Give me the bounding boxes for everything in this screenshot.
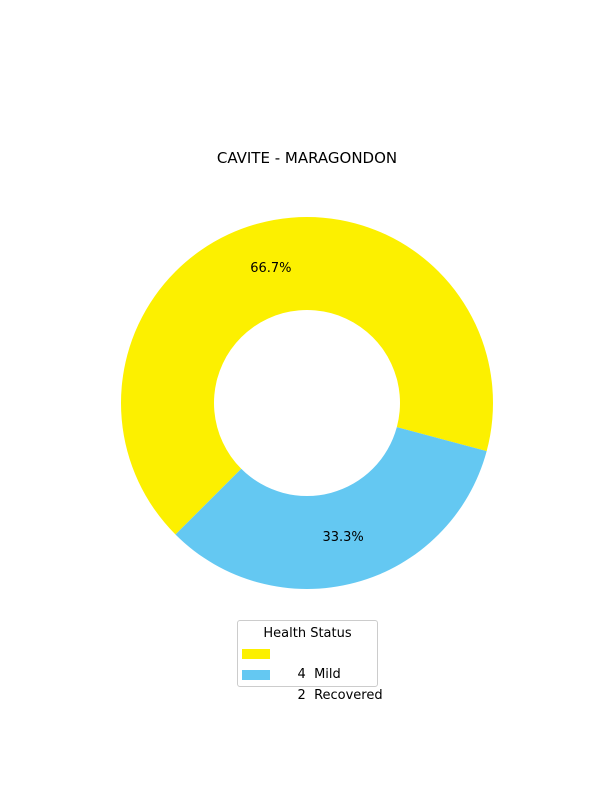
legend-item-mild: 4 Mild — [238, 643, 377, 682]
legend: Health Status 4 Mild 2 Recovered — [237, 620, 383, 703]
legend-item-recovered: 2 Recovered — [238, 664, 383, 703]
chart-title: CAVITE - MARAGONDON — [217, 149, 397, 167]
percent-labels: 66.7% 33.3% — [250, 261, 364, 545]
legend-swatch-recovered — [242, 670, 270, 680]
percent-label-recovered: 33.3% — [322, 530, 363, 545]
percent-label-mild: 66.7% — [250, 261, 291, 276]
slice-mild — [121, 216, 494, 535]
donut-slices — [121, 216, 494, 589]
legend-title: Health Status — [263, 626, 352, 641]
legend-label-mild: 4 Mild — [297, 667, 341, 682]
legend-swatch-mild — [242, 649, 270, 659]
slice-recovered — [175, 427, 487, 589]
legend-label-recovered: 2 Recovered — [297, 688, 383, 703]
